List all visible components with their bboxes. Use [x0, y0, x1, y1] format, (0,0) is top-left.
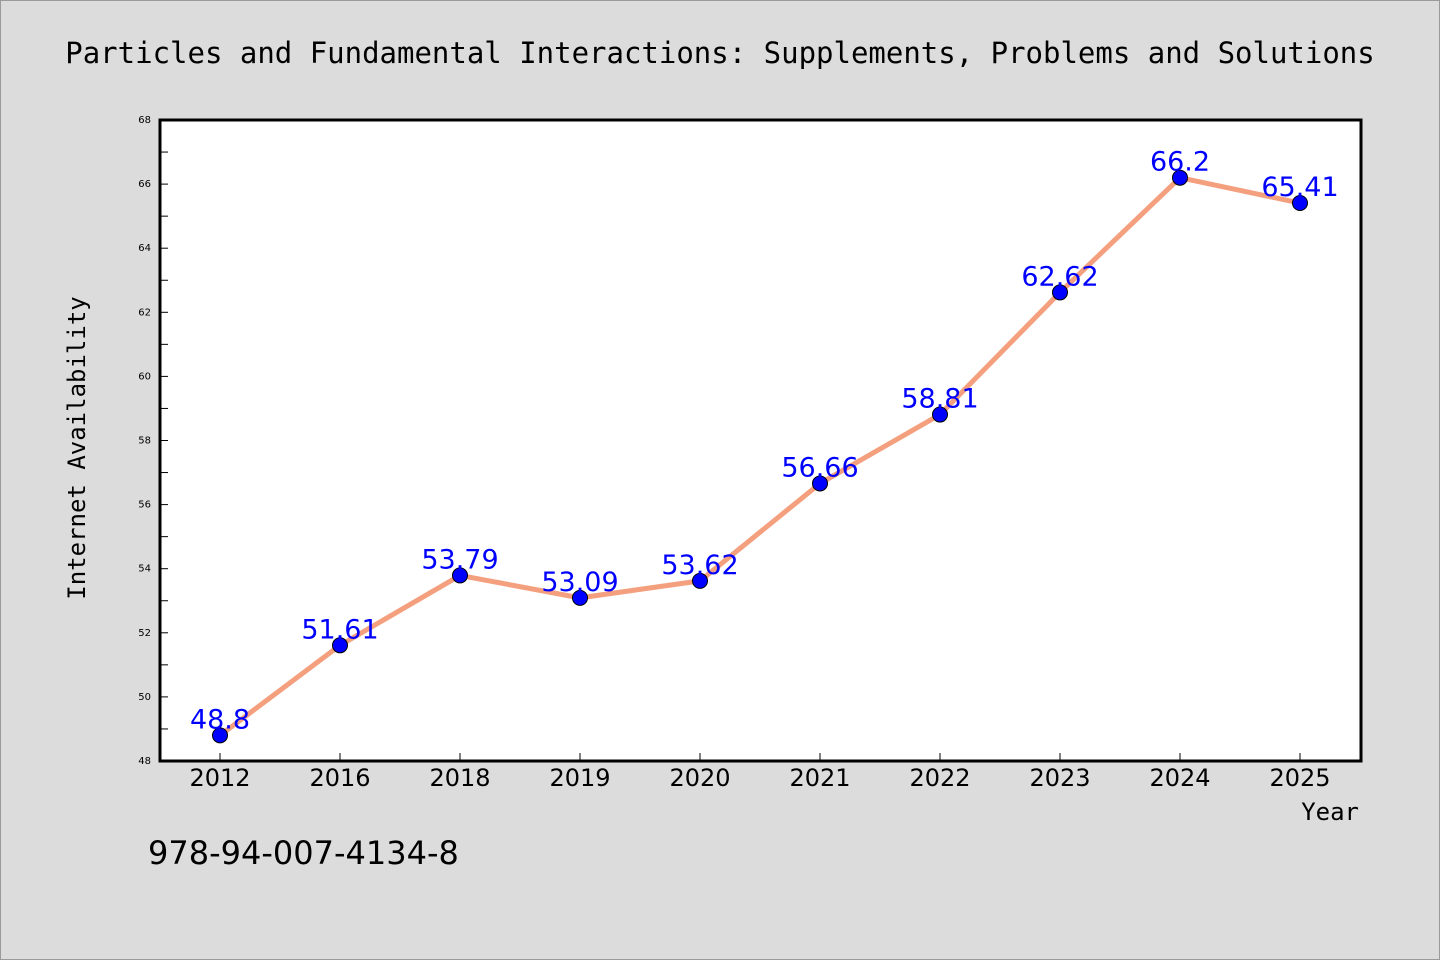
y-tick-label: 60 — [138, 371, 151, 382]
y-tick-label: 66 — [138, 179, 151, 190]
y-tick-label: 54 — [138, 564, 151, 575]
data-point — [1052, 284, 1068, 301]
y-tick-label: 62 — [138, 307, 151, 318]
x-tick-label: 2018 — [429, 764, 490, 792]
data-point — [572, 589, 588, 606]
data-point — [1172, 169, 1188, 186]
isbn-text: 978-94-007-4134-8 — [148, 834, 459, 872]
data-label: 56.66 — [781, 452, 858, 483]
y-tick-label: 58 — [138, 436, 151, 447]
x-tick-label: 2016 — [309, 764, 370, 792]
data-label: 58.81 — [901, 384, 978, 415]
series-line — [218, 175, 1301, 738]
data-point — [452, 567, 468, 584]
y-tick-label: 64 — [138, 243, 151, 254]
x-tick-label: 2022 — [909, 764, 970, 792]
data-point — [332, 637, 348, 654]
data-label: 53.62 — [661, 550, 738, 581]
data-label: 53.09 — [541, 567, 618, 598]
data-label: 53.79 — [421, 544, 498, 575]
data-label: 66.2 — [1150, 147, 1210, 178]
x-tick-label: 2023 — [1029, 764, 1090, 792]
x-tick-label: 2021 — [789, 764, 850, 792]
y-tick-label: 56 — [138, 500, 151, 511]
y-tick-label: 50 — [138, 692, 151, 703]
y-axis-label: Internet Availability — [63, 296, 91, 599]
plot-area — [158, 118, 1363, 763]
data-label: 48.8 — [190, 704, 250, 735]
y-tick-label: 52 — [138, 628, 151, 639]
data-label: 65.41 — [1261, 172, 1338, 203]
x-axis-label: Year — [1301, 798, 1359, 826]
x-tick-label: 2019 — [549, 764, 610, 792]
series-group: 48.8 51.61 53.79 53.09 53.62 56.66 58.81 62.62 6… — [190, 147, 1339, 744]
x-tick-label: 2025 — [1269, 764, 1330, 792]
x-tick-label: 2020 — [669, 764, 730, 792]
y-axis: 48 50 52 54 56 58 60 62 64 66 68 — [138, 115, 168, 767]
data-label: 51.61 — [301, 614, 378, 645]
chart-title: Particles and Fundamental Interactions: … — [65, 36, 1374, 70]
x-tick-label: 2012 — [189, 764, 250, 792]
data-point — [1292, 195, 1308, 212]
x-axis: 2012 2016 2018 2019 2020 2021 2022 2023 2024 2025 — [189, 753, 1331, 792]
data-point — [932, 406, 948, 423]
data-point — [692, 572, 708, 589]
data-label: 62.62 — [1021, 261, 1098, 292]
x-tick-label: 2024 — [1149, 764, 1210, 792]
y-tick-label: 48 — [138, 756, 151, 767]
data-point — [812, 475, 828, 492]
data-point — [212, 727, 228, 744]
y-tick-label: 68 — [138, 115, 151, 126]
